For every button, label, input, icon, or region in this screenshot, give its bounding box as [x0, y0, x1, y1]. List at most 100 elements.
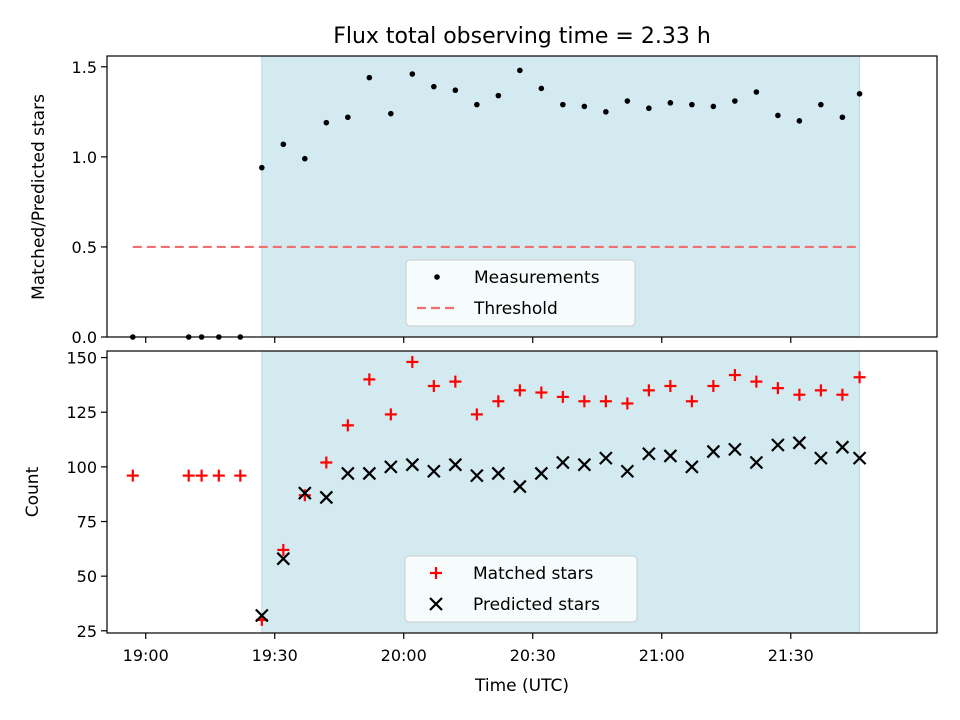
predicted-star-point: [255, 608, 269, 623]
measurement-point: [667, 100, 674, 106]
y-tick-label: 75: [77, 513, 97, 532]
measurement-point: [388, 110, 394, 117]
matched-star-point: [642, 384, 655, 397]
predicted-star-point: [663, 449, 678, 463]
predicted-star-point: [405, 457, 420, 472]
measurement-point: [452, 87, 459, 94]
chart-title: Flux total observing time = 2.33 h: [333, 24, 711, 49]
measurement-point: [474, 101, 480, 108]
measurement-point: [366, 74, 373, 81]
measurement-point: [603, 109, 609, 115]
x-tick-label: 20:30: [510, 646, 556, 665]
bottom-panel-frame: [106, 350, 938, 634]
bottom-panel: 25 50 75 100 125 150 19:00 19:30 20:00 20:30 21:0…: [23, 349, 938, 696]
top-panel-frame: [106, 55, 938, 338]
matched-star-point: [195, 469, 208, 482]
matched-star-point: [341, 419, 354, 432]
measurement-point: [710, 103, 717, 110]
top-y-axis-label: Matched/Predicted stars: [29, 94, 49, 300]
y-tick-label: 150: [66, 349, 97, 368]
measurement-point: [517, 67, 523, 74]
x-tick-label: 20:00: [381, 646, 427, 665]
top-panel: 0.0 0.5 1.0 1.5 Flux total observing time =…: [29, 24, 938, 347]
predicted-stars-series: [255, 436, 867, 623]
top-x-axis-ticks: [145, 337, 792, 343]
matched-star-point: [320, 456, 333, 469]
bottom-y-axis-label: Count: [23, 466, 43, 517]
x-tick-label: 19:30: [252, 646, 298, 665]
predicted-star-point: [384, 460, 398, 474]
predicted-star-point: [319, 490, 334, 505]
legend-measurements-label: Measurements: [474, 268, 600, 288]
predicted-star-point: [276, 551, 291, 566]
bottom-legend-box: [404, 555, 638, 623]
y-tick-label: 25: [77, 622, 97, 641]
measurement-point: [495, 92, 502, 99]
matched-star-point: [771, 382, 784, 395]
measurement-point: [646, 105, 652, 112]
predicted-star-point: [513, 479, 527, 494]
measurement-point: [323, 119, 330, 126]
y-tick-label: 1.0: [72, 148, 97, 167]
legend-measurements-marker: [434, 274, 440, 280]
predicted-star-point: [814, 451, 828, 465]
x-axis-label: Time (UTC): [474, 676, 569, 696]
measurement-point: [775, 112, 781, 119]
matched-star-point: [793, 388, 806, 401]
matched-star-point: [685, 395, 698, 408]
top-y-axis-ticks: 0.0 0.5 1.0 1.5: [72, 58, 107, 347]
predicted-star-point: [577, 457, 592, 472]
measurement-point: [624, 98, 631, 104]
bottom-y-axis-ticks: 25 50 75 100 125 150: [66, 349, 107, 641]
matched-star-point: [599, 395, 612, 408]
y-tick-label: 0.5: [72, 238, 97, 257]
matched-star-point: [182, 469, 195, 482]
legend-predicted-marker: [429, 597, 443, 611]
matched-star-point: [513, 384, 526, 397]
measurement-point: [732, 98, 738, 104]
predicted-star-point: [706, 444, 721, 459]
matched-star-point: [664, 379, 677, 392]
predicted-star-point: [685, 460, 699, 474]
top-legend-box: [405, 259, 636, 327]
top-legend: Measurements Threshold: [405, 259, 636, 327]
measurement-point: [560, 101, 566, 108]
matched-star-point: [578, 395, 591, 408]
measurement-point: [538, 85, 545, 92]
matched-star-point: [470, 408, 483, 421]
legend-matched-label: Matched stars: [473, 564, 593, 584]
legend-threshold-label: Threshold: [473, 299, 558, 319]
predicted-star-point: [534, 466, 549, 481]
matched-star-point: [449, 375, 462, 388]
matched-stars-series: [126, 355, 866, 626]
legend-matched-marker: [430, 567, 442, 579]
matched-star-point: [853, 371, 866, 384]
x-tick-label: 21:30: [768, 646, 814, 665]
measurement-point: [259, 164, 265, 171]
predicted-star-point: [749, 455, 764, 470]
matched-star-point: [621, 397, 634, 410]
matched-star-point: [384, 408, 397, 421]
measurement-point: [581, 103, 588, 110]
matched-star-point: [406, 355, 419, 368]
measurement-point: [856, 91, 863, 97]
matched-star-point: [556, 390, 569, 403]
predicted-star-point: [341, 466, 355, 481]
measurement-point: [753, 89, 760, 95]
predicted-star-point: [427, 464, 441, 479]
matched-star-point: [427, 379, 440, 392]
matched-star-point: [126, 469, 139, 482]
y-tick-label: 100: [66, 458, 97, 477]
legend-predicted-label: Predicted stars: [473, 595, 600, 615]
x-tick-label: 21:00: [639, 646, 685, 665]
predicted-star-point: [556, 455, 570, 470]
matched-star-point: [836, 388, 849, 401]
measurement-point: [839, 114, 846, 121]
measurement-point: [409, 71, 416, 77]
predicted-star-point: [620, 464, 635, 479]
y-tick-label: 50: [77, 567, 97, 586]
matched-star-point: [535, 386, 548, 399]
predicted-star-point: [792, 436, 807, 450]
y-tick-label: 125: [66, 403, 97, 422]
